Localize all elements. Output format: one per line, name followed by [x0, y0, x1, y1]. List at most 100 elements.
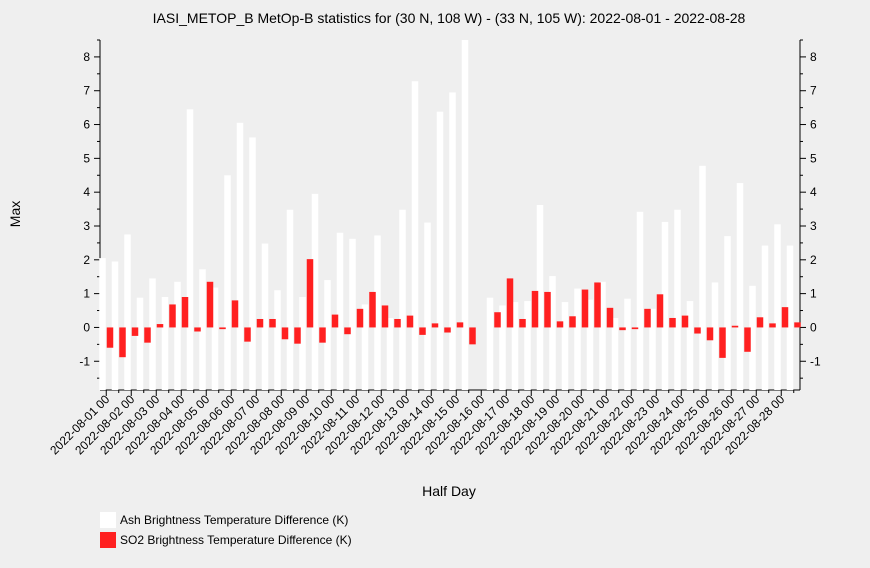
bar-so2 — [794, 322, 801, 328]
y-tick-label-left: 3 — [83, 219, 90, 233]
bar-ash — [724, 236, 731, 390]
bar-ash — [336, 232, 344, 390]
y-tick-label-right: 2 — [810, 253, 817, 267]
bar-so2 — [294, 327, 301, 344]
bar-ash — [674, 209, 681, 390]
bar-so2 — [519, 318, 526, 328]
bar-so2 — [319, 327, 326, 343]
bar-ash — [761, 245, 769, 390]
bar-so2 — [106, 327, 114, 348]
bar-so2 — [781, 307, 789, 328]
bar-so2 — [181, 297, 189, 328]
bar-so2 — [206, 281, 214, 328]
bar-ash — [111, 261, 119, 390]
bar-so2 — [194, 327, 201, 332]
bar-so2 — [444, 327, 451, 333]
bar-so2 — [119, 327, 126, 358]
bar-so2 — [606, 307, 614, 328]
y-tick-label-left: 0 — [83, 320, 90, 334]
bar-ash — [124, 234, 131, 390]
bar-so2 — [244, 327, 251, 342]
bar-so2 — [544, 291, 551, 328]
bar-ash — [661, 221, 669, 390]
bar-so2 — [431, 323, 439, 328]
bar-so2 — [131, 327, 139, 336]
bar-ash — [599, 281, 606, 390]
bar-so2 — [156, 324, 164, 328]
y-tick-label-right: 5 — [810, 151, 817, 165]
bar-ash — [611, 317, 619, 390]
y-tick-label-left: -1 — [79, 354, 90, 368]
bar-so2 — [256, 318, 264, 328]
bar-ash — [149, 278, 156, 390]
bar-so2 — [694, 327, 701, 334]
bar-ash — [699, 165, 706, 390]
bar-ash — [211, 287, 219, 390]
bar-ash — [736, 183, 744, 390]
bar-so2 — [719, 327, 726, 358]
y-tick-label-left: 4 — [83, 185, 90, 199]
y-tick-label-left: 6 — [83, 118, 90, 132]
bar-ash — [711, 282, 719, 390]
bar-so2 — [356, 308, 364, 328]
bar-ash — [286, 209, 294, 390]
bar-ash — [524, 301, 531, 390]
bar-so2 — [281, 327, 289, 340]
bar-so2 — [619, 327, 626, 331]
bar-so2 — [656, 294, 664, 328]
bar-so2 — [669, 317, 676, 328]
bar-so2 — [344, 327, 351, 335]
bar-so2 — [469, 327, 476, 345]
bar-so2 — [631, 327, 639, 330]
bar-ash — [461, 40, 469, 390]
bar-so2 — [744, 327, 751, 352]
bar-ash — [374, 235, 381, 390]
bar-so2 — [569, 316, 576, 328]
bar-ash — [624, 298, 631, 390]
bar-so2 — [169, 304, 176, 328]
bar-ash — [536, 205, 544, 390]
y-tick-label-right: 4 — [810, 185, 817, 199]
bar-ash — [236, 122, 244, 390]
bar-ash — [311, 193, 319, 390]
legend-swatch-so2 — [100, 532, 116, 548]
bar-so2 — [581, 289, 589, 328]
bar-so2 — [756, 317, 764, 328]
bar-ash — [411, 81, 419, 390]
bar-ash — [786, 245, 794, 390]
bar-so2 — [306, 259, 314, 328]
bar-so2 — [594, 282, 601, 328]
y-tick-label-right: 7 — [810, 84, 817, 98]
bar-ash — [199, 269, 206, 390]
y-tick-label-left: 2 — [83, 253, 90, 267]
bar-so2 — [231, 300, 239, 328]
bar-ash — [399, 209, 406, 390]
x-axis-label: Half Day — [422, 483, 476, 499]
bar-so2 — [269, 318, 276, 328]
chart-title: IASI_METOP_B MetOp-B statistics for (30 … — [153, 10, 746, 26]
bar-ash — [774, 224, 781, 390]
bar-ash — [349, 238, 356, 390]
bar-so2 — [531, 290, 539, 328]
bar-ash — [486, 297, 494, 390]
bar-so2 — [381, 305, 389, 328]
bar-so2 — [494, 312, 501, 328]
bar-ash — [499, 305, 506, 390]
y-tick-label-right: 8 — [810, 50, 817, 64]
bar-so2 — [406, 315, 414, 328]
bars-group — [99, 40, 801, 390]
bar-ash — [261, 243, 269, 390]
y-tick-label-left: 7 — [83, 84, 90, 98]
bar-so2 — [706, 327, 714, 341]
bar-so2 — [769, 323, 776, 328]
bar-ash — [186, 109, 194, 390]
y-tick-label-right: 6 — [810, 118, 817, 132]
bar-ash — [386, 317, 394, 390]
legend-label-ash: Ash Brightness Temperature Difference (K… — [120, 513, 348, 527]
bar-so2 — [456, 322, 464, 328]
bar-so2 — [731, 325, 739, 328]
legend-swatch-ash — [100, 512, 116, 528]
